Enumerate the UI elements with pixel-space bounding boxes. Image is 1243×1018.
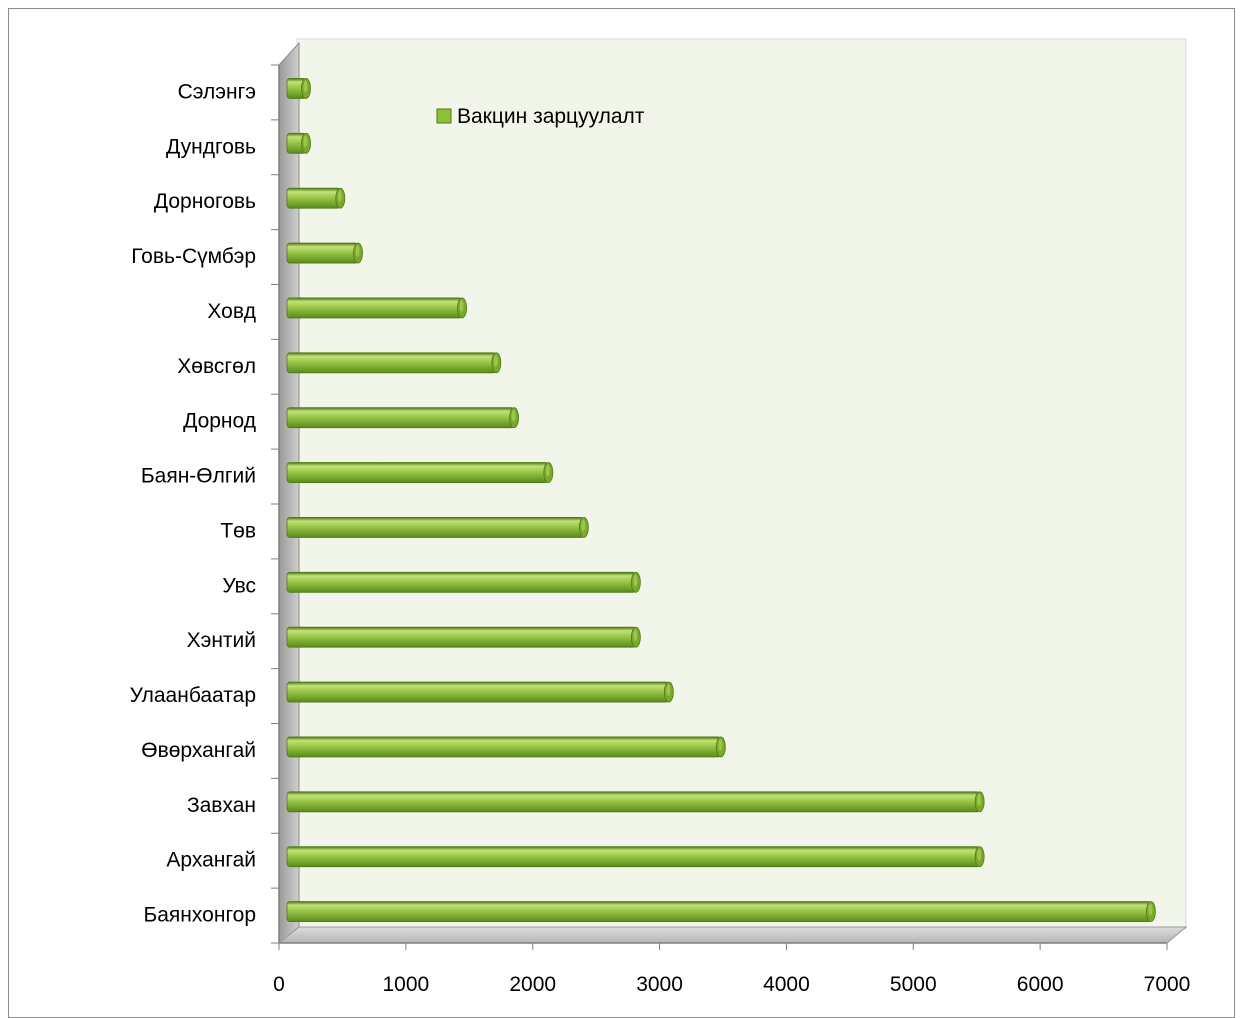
legend-swatch (436, 108, 452, 124)
bar (286, 736, 726, 758)
x-tick-label: 3000 (636, 973, 683, 996)
x-tick-label: 7000 (1144, 973, 1191, 996)
x-tick-label: 4000 (763, 973, 810, 996)
x-tick-label: 5000 (890, 973, 937, 996)
y-category-label: Увс (222, 574, 256, 597)
bar (286, 407, 519, 429)
bar-chart: 0 1000 2000 3000 4000 5000 6000 7000 Сэлэнгэ Дунд… (130, 38, 1191, 996)
bar (286, 626, 641, 648)
bar (286, 517, 589, 538)
bar (286, 791, 985, 813)
y-category-label: Дорнод (183, 410, 256, 433)
x-tick-label: 6000 (1017, 973, 1064, 996)
bar (286, 846, 985, 868)
bar (286, 352, 502, 374)
y-category-label: Төв (220, 519, 256, 542)
bar (286, 681, 674, 703)
y-category-label: Хөвсгөл (177, 355, 256, 378)
legend-label: Вакцин зарцуулалт (457, 105, 645, 128)
bar (286, 297, 467, 319)
x-tick-label: 0 (273, 973, 285, 996)
y-category-label: Архангай (166, 849, 256, 872)
legend: Вакцин зарцуулалт (436, 105, 645, 128)
plot-floor (277, 926, 1188, 944)
bar (286, 187, 346, 209)
y-category-label: Улаанбаатар (130, 684, 256, 707)
x-tick-label: 2000 (509, 973, 556, 996)
bar (286, 78, 311, 99)
x-tick-label: 1000 (382, 973, 429, 996)
y-category-label: Ховд (207, 300, 256, 323)
bar (286, 132, 311, 154)
y-category-label: Завхан (187, 794, 256, 817)
y-category-label: Хэнтий (187, 629, 256, 652)
y-category-label: Говь-Сүмбэр (131, 245, 256, 268)
bar (286, 571, 641, 593)
y-category-label: Өвөрхангай (141, 739, 256, 762)
y-category-label: Сэлэнгэ (178, 80, 256, 103)
chart-frame: 0 1000 2000 3000 4000 5000 6000 7000 Сэлэнгэ Дунд… (8, 8, 1235, 1018)
bar (286, 901, 1156, 922)
y-category-label: Баян-Өлгий (141, 465, 256, 488)
y-category-label: Дорноговь (154, 190, 256, 213)
bar (286, 462, 554, 483)
y-category-label: Баянхонгор (143, 904, 256, 927)
bar (286, 242, 363, 264)
y-category-label: Дундговь (166, 135, 256, 158)
